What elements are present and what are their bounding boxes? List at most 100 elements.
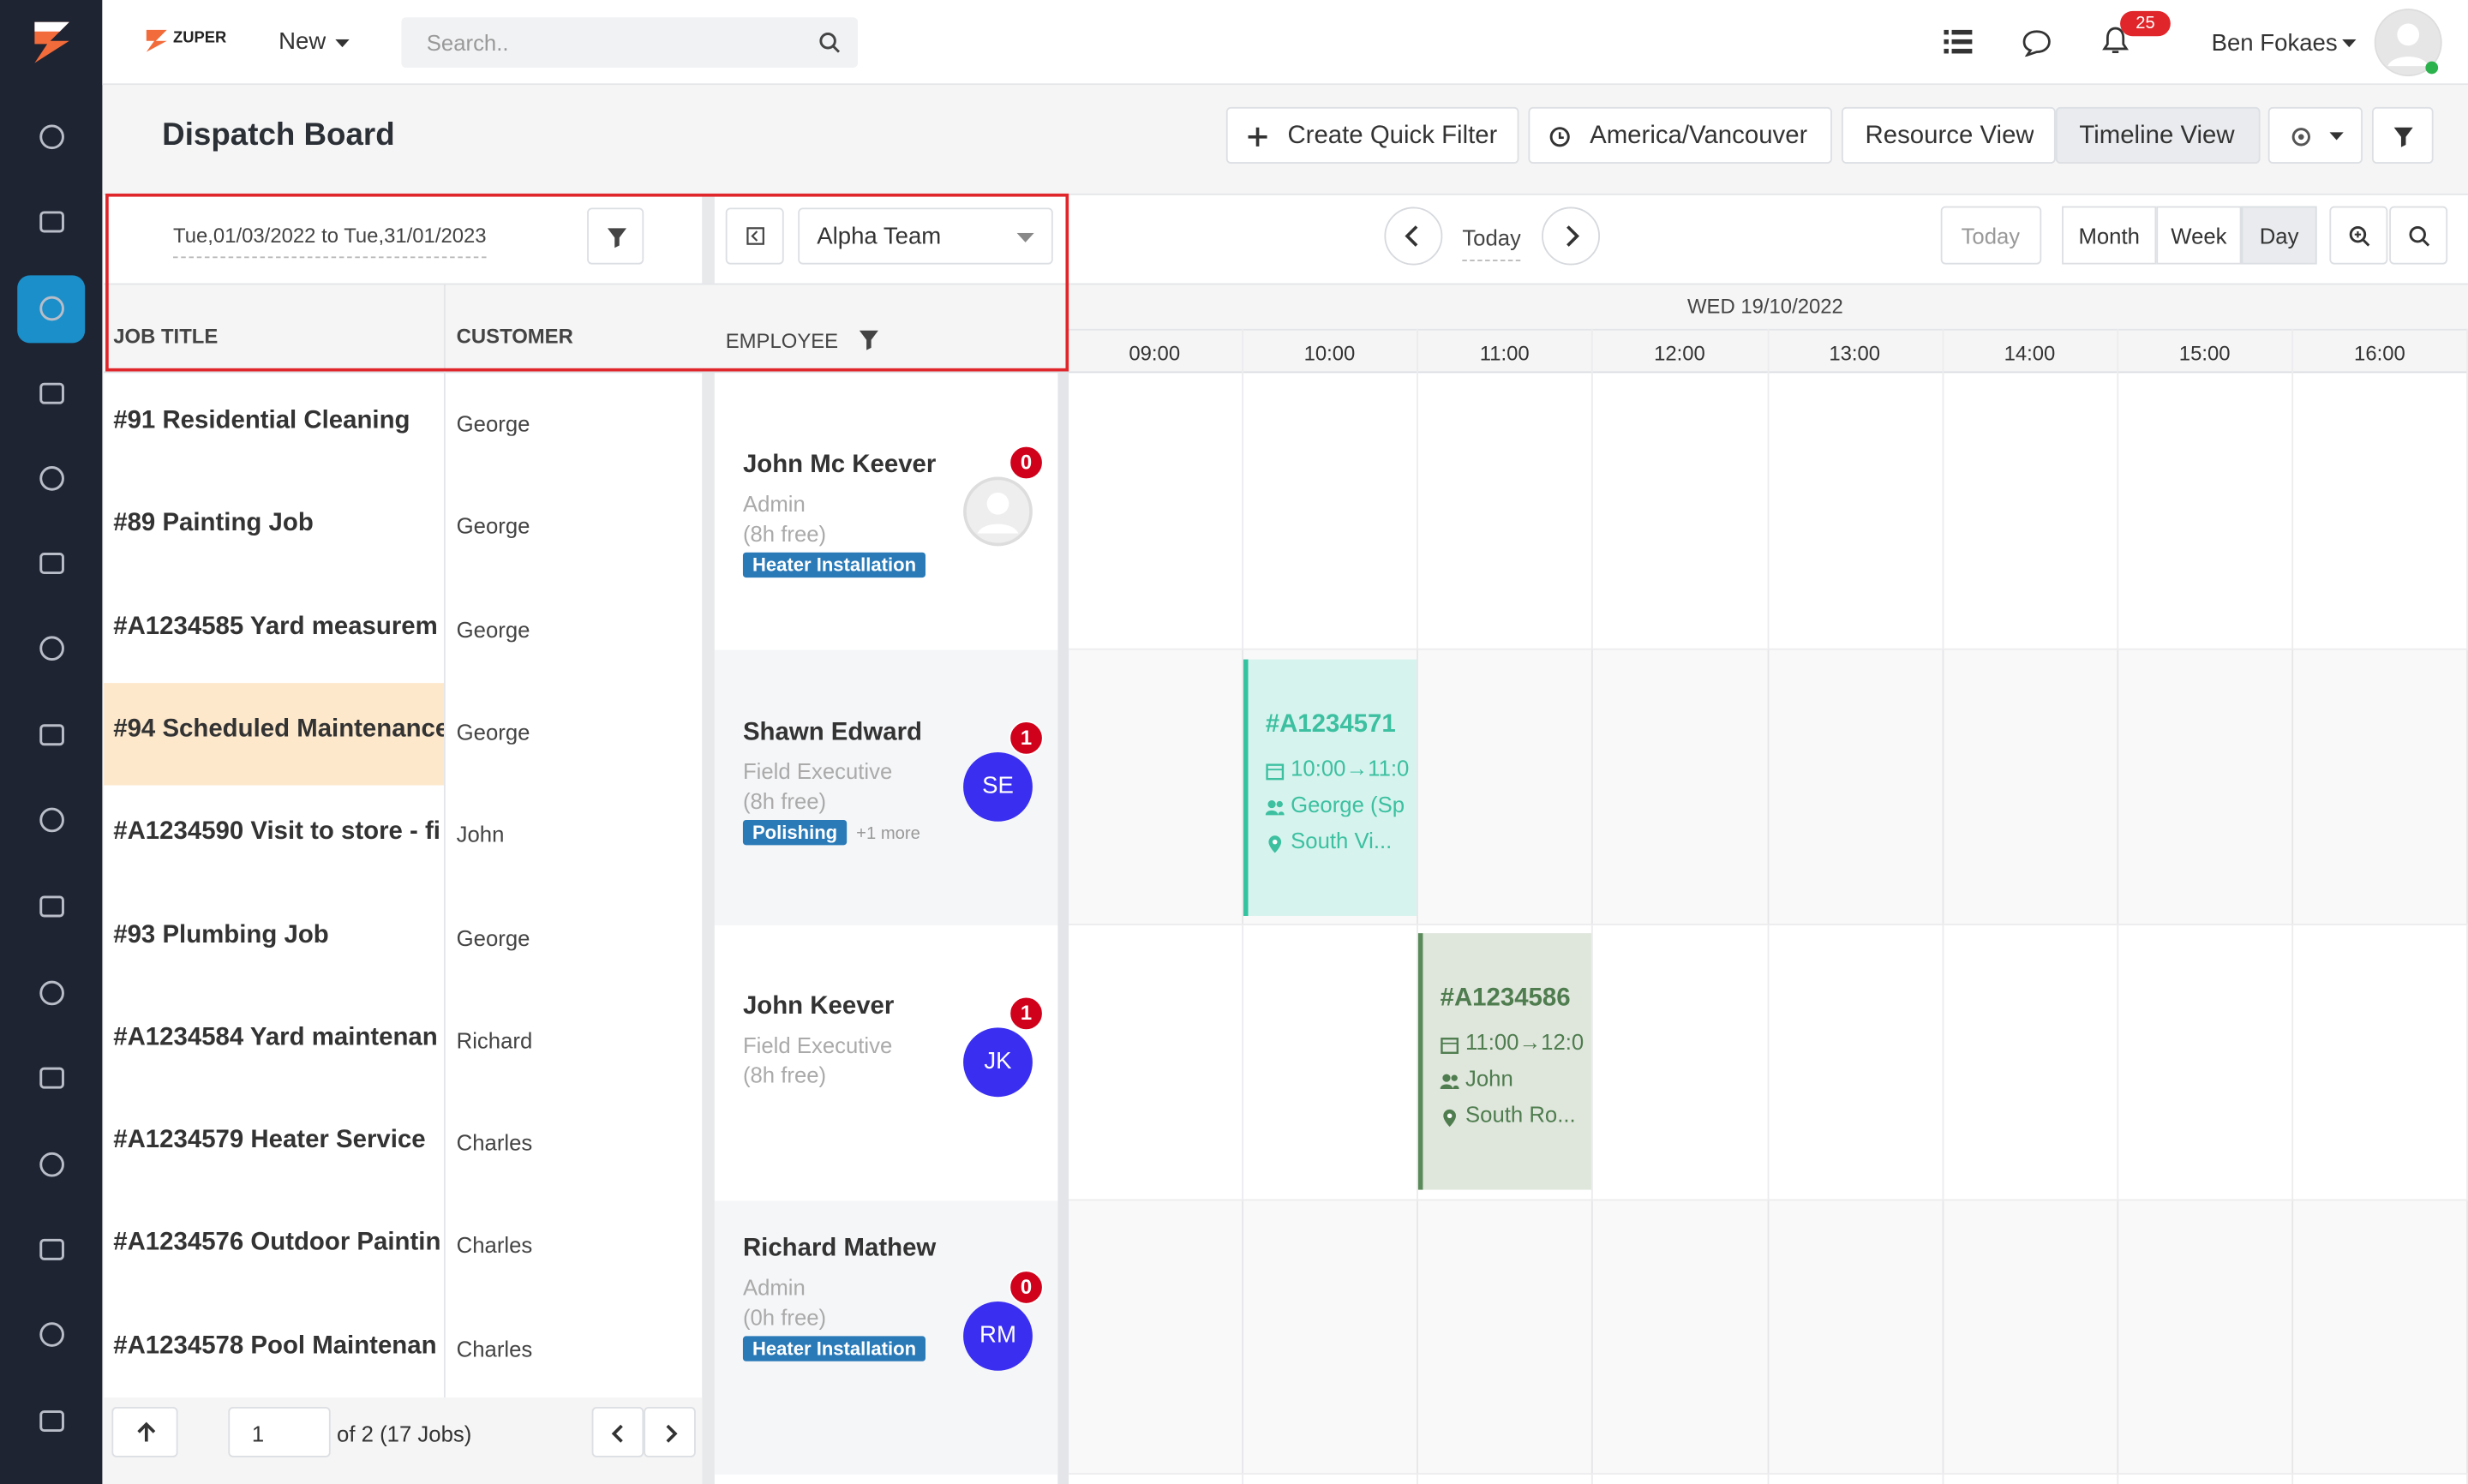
filter-button[interactable]: [2371, 106, 2434, 165]
view-button[interactable]: Week: [2156, 206, 2242, 265]
job-title[interactable]: #91 Residential Cleaning: [113, 407, 410, 434]
hour-cell-border: [2466, 328, 2468, 1484]
nav-icon[interactable]: [38, 464, 66, 493]
employee-name[interactable]: Shawn Edward: [742, 719, 922, 746]
user-name[interactable]: Ben Fokaes: [2211, 29, 2338, 57]
page-arrow[interactable]: [591, 1407, 644, 1457]
employee-card: John Keever Field Executive (8h free) JK 1: [715, 925, 1057, 1200]
nav-icon[interactable]: [38, 123, 66, 151]
toolbar-button[interactable]: Resource View: [1841, 106, 2056, 165]
employee-avatar[interactable]: SE: [963, 751, 1033, 822]
nav-icon[interactable]: [38, 892, 66, 920]
event-location: South Vi...: [1291, 828, 1393, 853]
event-id: #A1234586: [1440, 984, 1571, 1013]
user-avatar[interactable]: [2374, 8, 2446, 80]
nav-icon[interactable]: [38, 207, 66, 236]
search-box[interactable]: Search..: [401, 17, 859, 68]
employee-free: (8h free): [742, 520, 827, 547]
nav-icon[interactable]: [38, 380, 66, 408]
bell-icon[interactable]: [2101, 25, 2130, 57]
toolbar-button[interactable]: Create Quick Filter: [1225, 106, 1519, 165]
job-title[interactable]: #A1234576 Outdoor Paintin: [113, 1230, 441, 1257]
search-placeholder: Search..: [426, 29, 509, 56]
toolbar-button[interactable]: Timeline View: [2055, 106, 2261, 165]
date-range[interactable]: Tue,01/03/2022 to Tue,31/01/2023: [173, 224, 487, 259]
nav-icon[interactable]: [38, 1407, 66, 1435]
nav-arrow[interactable]: [1541, 206, 1601, 266]
today-center[interactable]: Today: [1462, 225, 1521, 261]
hour-cell-border: [1942, 328, 1944, 1484]
employee-card: Shawn Edward Field Executive (8h free) Poli…: [715, 650, 1057, 925]
job-title[interactable]: #93 Plumbing Job: [113, 921, 329, 948]
event-card[interactable]: #A1234571 10:00→11:0 George (Sp South Vi...: [1243, 659, 1417, 916]
job-count-badge: 1: [1009, 721, 1044, 756]
job-customer: Richard: [456, 1027, 533, 1053]
event-customer: George (Sp: [1291, 791, 1405, 817]
nav-icon[interactable]: [38, 634, 66, 662]
column-divider: [702, 194, 715, 1484]
nav-icon[interactable]: [38, 721, 66, 749]
job-title[interactable]: #A1234578 Pool Maintenan: [113, 1332, 437, 1360]
arrow: [666, 1424, 678, 1443]
nav-icon[interactable]: [38, 1236, 66, 1264]
date-filter-button[interactable]: [587, 207, 644, 265]
job-title[interactable]: #89 Painting Job: [113, 510, 314, 537]
button-label: Create Quick Filter: [1287, 123, 1498, 150]
zoom-icon: [2409, 225, 2430, 247]
list-icon[interactable]: [1944, 28, 1973, 54]
job-title[interactable]: #A1234584 Yard maintenan: [113, 1024, 438, 1051]
page-title: Dispatch Board: [162, 117, 395, 153]
team-name: Alpha Team: [817, 223, 942, 251]
nav-icon[interactable]: [38, 978, 66, 1007]
employee-name[interactable]: John Keever: [742, 992, 895, 1020]
employee-avatar[interactable]: [961, 476, 1033, 548]
new-button[interactable]: New: [279, 28, 326, 56]
job-customer: George: [456, 719, 530, 745]
view-button[interactable]: Month: [2062, 206, 2157, 265]
search-icon: [819, 33, 841, 53]
avatar-initials: SE: [982, 772, 1014, 800]
page-input[interactable]: 1: [228, 1407, 331, 1457]
timeline-date: WED 19/10/2022: [1686, 294, 1843, 319]
page-arrow[interactable]: [644, 1407, 696, 1457]
nav-icon[interactable]: [38, 549, 66, 577]
hour-label: 16:00: [2354, 341, 2405, 366]
job-title[interactable]: #A1234590 Visit to store - fi: [113, 818, 440, 846]
zoom-button[interactable]: [2389, 206, 2448, 265]
nav-icon[interactable]: [38, 294, 66, 322]
customer-header: CUSTOMER: [456, 324, 573, 348]
job-title[interactable]: #A1234579 Heater Service: [113, 1127, 426, 1154]
hour-label: 10:00: [1303, 341, 1356, 366]
hour-label: 13:00: [1829, 341, 1881, 366]
sidebar: [0, 0, 103, 1484]
nav-icon[interactable]: [38, 1064, 66, 1092]
employee-avatar[interactable]: RM: [963, 1301, 1033, 1371]
nav-icon[interactable]: [38, 805, 66, 834]
hour-cell-border: [2291, 328, 2294, 1484]
chat-icon[interactable]: [2021, 28, 2052, 57]
scroll-top-button[interactable]: [111, 1407, 178, 1457]
zoom-button[interactable]: [2329, 206, 2388, 265]
nav-arrow[interactable]: [1383, 206, 1443, 266]
nav-icon[interactable]: [38, 1320, 66, 1349]
settings-button[interactable]: [2267, 106, 2363, 165]
today-button[interactable]: Today: [1940, 206, 2042, 265]
app-logo[interactable]: [25, 15, 78, 69]
nav-icon[interactable]: [38, 1151, 66, 1179]
page-number: 1: [251, 1421, 265, 1446]
page-summary: of 2 (17 Jobs): [337, 1421, 472, 1446]
job-title[interactable]: #94 Scheduled Maintenance: [113, 715, 444, 743]
job-title[interactable]: #A1234585 Yard measurem: [113, 613, 438, 640]
employee-name[interactable]: Richard Mathew: [742, 1235, 937, 1263]
event-card[interactable]: #A1234586 11:00→12:0 John South Ro...: [1417, 933, 1591, 1190]
view-button[interactable]: Day: [2241, 206, 2317, 265]
hour-label: 11:00: [1479, 341, 1530, 366]
toolbar-button[interactable]: America/Vancouver: [1528, 106, 1832, 165]
employee-avatar[interactable]: JK: [963, 1027, 1033, 1098]
skill-tag: Heater Installation: [742, 552, 926, 578]
employee-filter-icon[interactable]: [858, 329, 880, 351]
collapse-button[interactable]: [725, 207, 784, 265]
team-select[interactable]: Alpha Team: [798, 207, 1053, 265]
employee-name[interactable]: John Mc Keever: [742, 452, 937, 479]
